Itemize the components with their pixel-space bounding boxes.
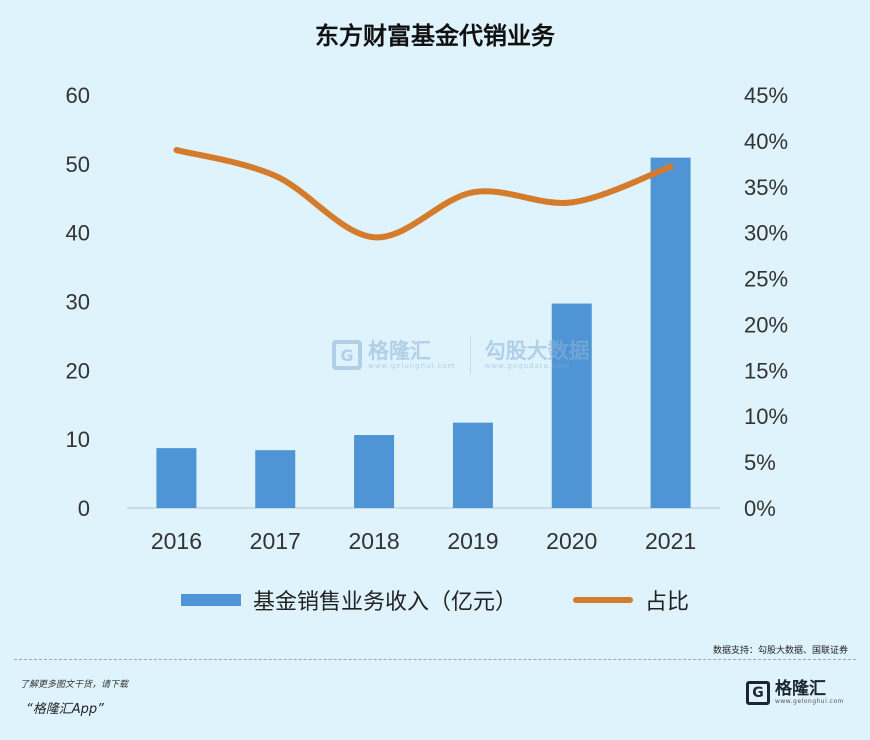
chart-legend: 基金销售业务收入（亿元） 占比	[0, 582, 870, 618]
legend-line-label: 占比	[645, 590, 690, 615]
data-source: 数据支持：勾股大数据、国联证券	[712, 646, 848, 656]
x-tick-label: 2019	[447, 528, 498, 554]
legend-bar-swatch	[180, 594, 241, 606]
share-line	[173, 147, 674, 241]
bar	[156, 448, 197, 508]
bar	[255, 450, 296, 508]
y-right-tick-label: 45%	[744, 83, 788, 108]
brand-logo-icon: G	[745, 680, 770, 705]
x-tick-label: 2016	[151, 528, 202, 554]
y-right-tick-label: 0%	[744, 496, 776, 521]
bar	[452, 422, 493, 508]
watermark-partner: 勾股大数据	[484, 339, 590, 363]
legend-line-swatch	[573, 597, 633, 603]
y-left-tick-label: 50	[66, 152, 90, 177]
x-tick-label: 2020	[546, 528, 597, 554]
legend-item-line: 占比	[573, 584, 689, 616]
watermark: G 格隆汇 www.gelonghui.com 勾股大数据 www.goguda…	[332, 336, 590, 374]
watermark-logo-icon: G	[332, 340, 362, 370]
y-right-tick-label: 15%	[744, 358, 788, 383]
bar	[354, 435, 395, 508]
chart-svg: 60 50 40 30 20 10 0 45% 40% 35% 30% 25% 20% 15% 10% 5% 0…	[66, 83, 789, 554]
brand-url: www.gelonghui.com	[774, 698, 844, 705]
legend-bar-label: 基金销售业务收入（亿元）	[252, 590, 517, 615]
watermark-brand: 格隆汇	[368, 339, 431, 363]
legend-item-bar: 基金销售业务收入（亿元）	[180, 584, 517, 616]
y-left-tick-label: 20	[66, 358, 90, 383]
watermark-brand-url: www.gelonghui.com	[368, 362, 456, 370]
x-tick-label: 2021	[645, 528, 696, 554]
brand-name: 格隆汇	[774, 679, 826, 699]
y-right-tick-label: 35%	[744, 175, 788, 200]
footer-divider	[14, 659, 856, 660]
footer-note: 了解更多图文干货，请下载	[20, 680, 129, 690]
watermark-divider	[469, 336, 471, 374]
y-left-tick-label: 60	[66, 83, 90, 108]
watermark-partner-url: www.gogudata.com	[484, 362, 570, 370]
y-left-tick-label: 40	[66, 221, 90, 246]
y-right-tick-label: 20%	[744, 312, 788, 337]
brand-logo: G 格隆汇 www.gelonghui.com	[745, 679, 844, 705]
y-left-tick-label: 10	[66, 427, 90, 452]
footer-app-name: “格隆汇App”	[26, 702, 104, 717]
y-right-tick-label: 40%	[744, 129, 788, 154]
bar	[650, 157, 691, 508]
y-right-tick-label: 5%	[744, 450, 776, 475]
y-right-tick-label: 25%	[744, 267, 788, 292]
y-left-tick-label: 0	[78, 496, 90, 521]
x-tick-label: 2017	[250, 528, 301, 554]
y-right-tick-label: 30%	[744, 221, 788, 246]
y-left-tick-label: 30	[66, 290, 90, 315]
x-tick-label: 2018	[348, 528, 399, 554]
y-right-tick-label: 10%	[744, 404, 788, 429]
chart-title: 东方财富基金代销业务	[315, 22, 555, 50]
bar	[551, 303, 592, 508]
